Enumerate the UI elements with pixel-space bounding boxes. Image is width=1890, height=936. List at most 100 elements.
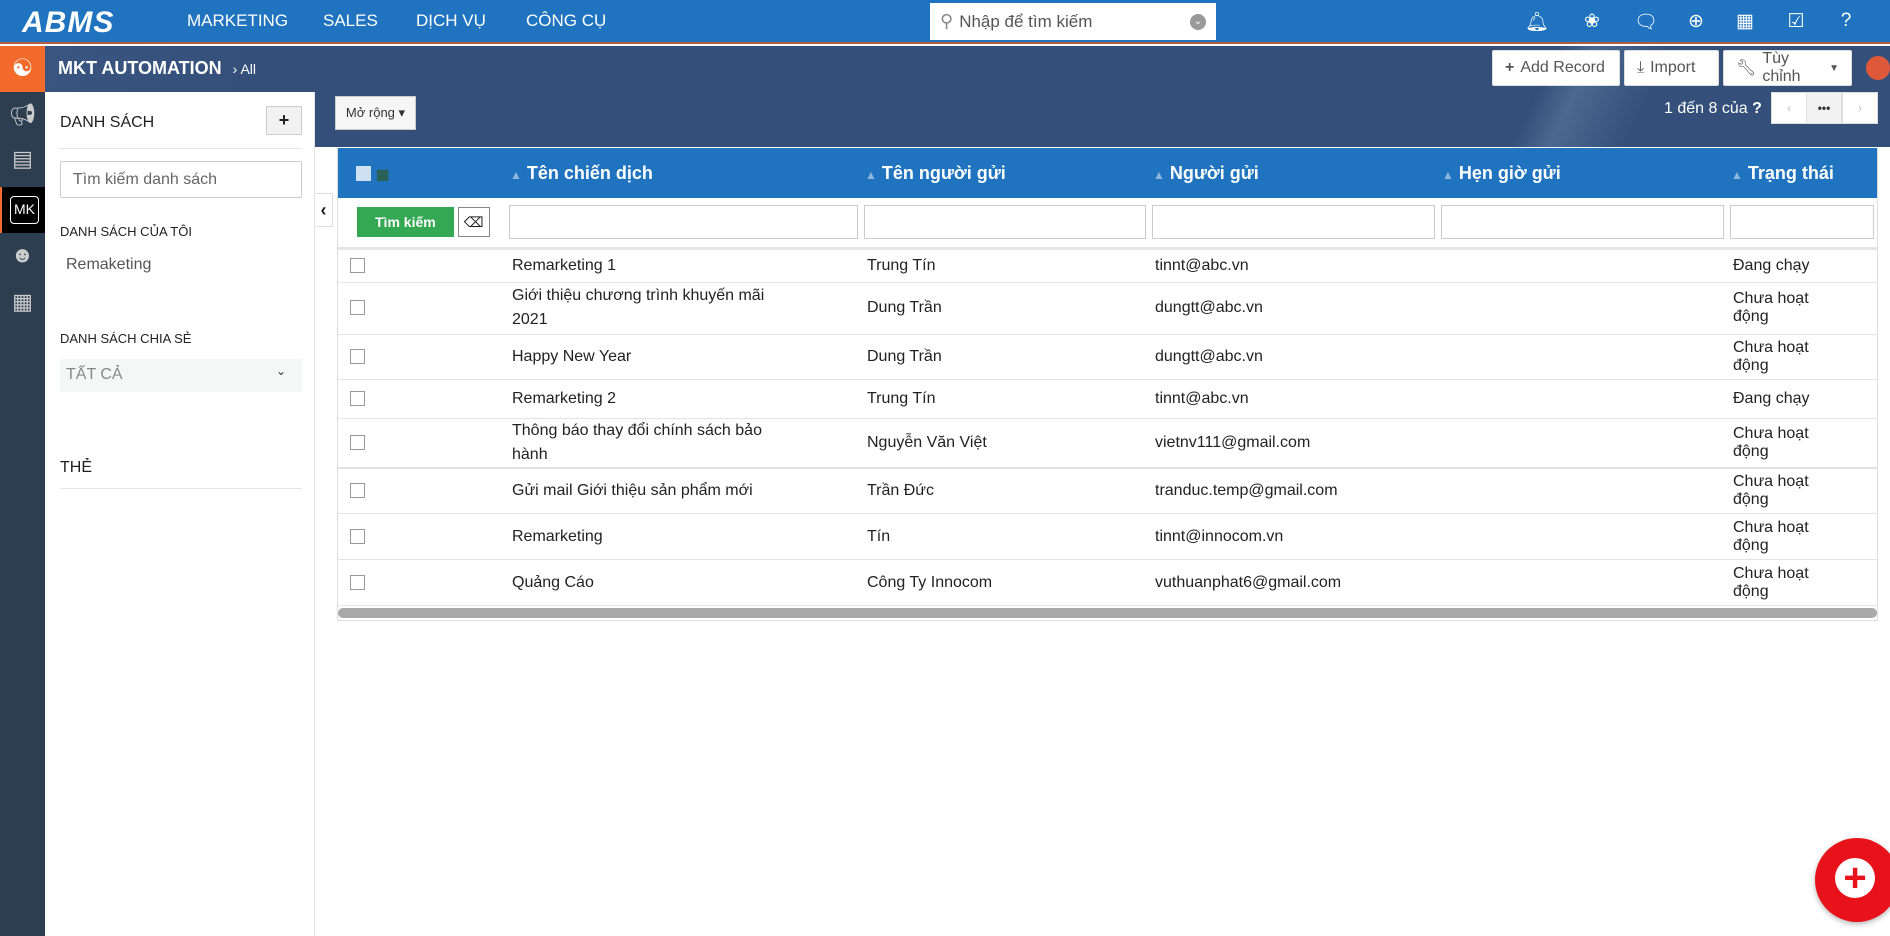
person-icon[interactable]: ☻: [10, 242, 35, 267]
filter-schedule[interactable]: [1441, 205, 1724, 240]
quick-add-button[interactable]: +: [1815, 838, 1890, 922]
status: Chưa hoạt động: [1733, 338, 1809, 374]
status: Chưa hoạt động: [1733, 424, 1809, 460]
sort-icon: ▲︎: [1731, 167, 1743, 182]
filter-status[interactable]: [1730, 205, 1874, 240]
logo[interactable]: ABMS: [22, 6, 115, 39]
customize-label: Tùy chỉnh: [1762, 50, 1801, 85]
row-checkbox[interactable]: [350, 348, 365, 364]
campaign-name[interactable]: Quảng Cáo: [512, 573, 594, 591]
add-record-button[interactable]: + Add Record: [1492, 50, 1620, 86]
campaign-name[interactable]: Happy New Year: [512, 347, 632, 365]
filter-sender-name[interactable]: [864, 205, 1146, 240]
collapse-sidebar-button[interactable]: ‹: [315, 193, 333, 227]
search-icon: ⚲: [940, 11, 954, 31]
total-count-unknown[interactable]: ?: [1752, 100, 1762, 117]
campaign-name[interactable]: Remarketing 1: [512, 256, 617, 274]
table-row[interactable]: Happy New Year Dung Trần dungtt@abc.vn C…: [338, 334, 1877, 379]
my-lists-heading: DANH SÁCH CỦA TÔI: [60, 224, 192, 239]
prev-page-button[interactable]: ‹: [1771, 92, 1807, 124]
plus-circle-icon[interactable]: ⊕: [1688, 11, 1704, 32]
campaign-name[interactable]: Thông báo thay đổi chính sách bảo hành: [512, 421, 762, 463]
nav-cong-cu[interactable]: CÔNG CỤ: [526, 11, 607, 30]
users-icon[interactable]: ☯: [0, 46, 45, 92]
module-title[interactable]: MKT AUTOMATION: [58, 58, 222, 78]
plus-icon: +: [1835, 858, 1875, 898]
nav-marketing[interactable]: MARKETING: [187, 11, 289, 30]
mk-automation-icon[interactable]: MK: [0, 187, 45, 233]
bell-icon[interactable]: 🔔︎: [1525, 12, 1550, 33]
search-input[interactable]: Nhập để tìm kiếm: [959, 11, 1093, 31]
calendar-icon[interactable]: ▦: [1736, 11, 1754, 32]
row-checkbox[interactable]: [350, 257, 365, 273]
column-header-campaign-name[interactable]: ▲︎ Tên chiến dịch: [506, 148, 861, 198]
row-checkbox[interactable]: [350, 300, 365, 316]
plus-icon: +: [1505, 59, 1515, 76]
table-row[interactable]: Giới thiệu chương trình khuyến mãi 2021 …: [338, 282, 1877, 334]
clipboard-icon[interactable]: [1866, 56, 1890, 80]
column-header-sender-name[interactable]: ▲︎ Tên người gửi: [861, 148, 1149, 198]
sender-name: Tín: [867, 527, 891, 545]
sort-icon: ▲︎: [1442, 167, 1454, 182]
customize-button[interactable]: 🔧︎ Tùy chỉnh ▼: [1723, 50, 1852, 86]
campaign-name[interactable]: Remarketing: [512, 527, 603, 545]
column-label: Người gửi: [1169, 162, 1259, 183]
column-header-sender[interactable]: ▲︎ Người gửi: [1149, 148, 1438, 198]
list-search-input[interactable]: Tìm kiếm danh sách: [60, 161, 302, 198]
row-checkbox[interactable]: [350, 390, 365, 406]
sender-email: dungtt@abc.vn: [1155, 299, 1263, 316]
sender-email: dungtt@abc.vn: [1155, 347, 1263, 365]
select-all-checkbox[interactable]: [356, 166, 371, 182]
campaign-name[interactable]: Gửi mail Giới thiệu sản phẩm mới: [512, 481, 753, 499]
sender-email: vietnv111@gmail.com: [1155, 433, 1311, 451]
add-list-button[interactable]: +: [266, 106, 302, 135]
pagination-text: 1 đến 8 của: [1664, 100, 1748, 117]
table-row[interactable]: Remarketing 2 Trung Tín tinnt@abc.vn Đan…: [338, 379, 1877, 418]
table-row[interactable]: Remarketing Tín tinnt@innocom.vn Chưa ho…: [338, 514, 1877, 560]
table-row[interactable]: Remarketing 1 Trung Tín tinnt@abc.vn Đan…: [338, 248, 1877, 282]
add-record-label: Add Record: [1520, 59, 1605, 76]
campaign-name[interactable]: Giới thiệu chương trình khuyến mãi 2021: [512, 287, 765, 328]
page-more-button[interactable]: •••: [1806, 92, 1842, 124]
row-checkbox[interactable]: [350, 434, 365, 450]
help-icon[interactable]: ?: [1840, 10, 1852, 31]
table-row[interactable]: Quảng Cáo Công Ty Innocom vuthuanphat6@g…: [338, 560, 1877, 606]
import-label: Import: [1650, 59, 1696, 76]
filter-campaign-name[interactable]: [509, 205, 858, 240]
horizontal-scrollbar[interactable]: [338, 608, 1877, 618]
breadcrumb-all[interactable]: All: [240, 61, 257, 77]
shared-list-select[interactable]: TẤT CẢ ⌄: [60, 359, 302, 392]
sender-name: Dung Trần: [867, 299, 942, 316]
table-row[interactable]: Gửi mail Giới thiệu sản phẩm mới Trần Đứ…: [338, 467, 1877, 514]
global-search[interactable]: ⚲ Nhập để tìm kiếm ⌄: [930, 3, 1216, 40]
grid-icon[interactable]: ▦: [376, 165, 390, 182]
eraser-icon[interactable]: ⌫: [457, 207, 490, 238]
cubes-icon[interactable]: ❀: [1584, 11, 1600, 32]
nav-sales[interactable]: SALES: [323, 11, 378, 30]
column-label: Tên người gửi: [881, 162, 1006, 183]
row-checkbox[interactable]: [350, 528, 365, 544]
row-checkbox[interactable]: [350, 574, 365, 590]
contact-card-icon[interactable]: ▤: [12, 146, 33, 171]
list-item[interactable]: Remaketing: [66, 256, 152, 273]
filter-sender[interactable]: [1152, 205, 1435, 240]
table-row[interactable]: Thông báo thay đổi chính sách bảo hành N…: [338, 418, 1877, 468]
chat-icon[interactable]: 🗨︎: [1634, 12, 1659, 33]
expand-dropdown[interactable]: Mở rộng ▾: [335, 96, 416, 130]
nav-dich-vu[interactable]: DỊCH VỤ: [416, 11, 486, 30]
checkbox-icon[interactable]: ☑: [1787, 11, 1805, 32]
column-header-schedule[interactable]: ▲︎ Hẹn giờ gửi: [1438, 148, 1727, 198]
megaphone-icon[interactable]: 📢︎: [8, 102, 37, 127]
column-header-status[interactable]: ▲︎ Trạng thái: [1727, 148, 1877, 198]
chevron-down-icon: ⌄: [275, 364, 286, 378]
building-icon[interactable]: ▦: [12, 289, 33, 314]
list-title: DANH SÁCH: [60, 114, 155, 131]
sender-email: tinnt@abc.vn: [1155, 256, 1249, 274]
sender-name: Công Ty Innocom: [867, 573, 993, 591]
row-checkbox[interactable]: [350, 483, 365, 499]
chevron-down-icon[interactable]: ⌄: [1190, 13, 1206, 30]
search-button[interactable]: Tìm kiếm: [357, 207, 454, 238]
campaign-name[interactable]: Remarketing 2: [512, 389, 617, 407]
next-page-button[interactable]: ›: [1842, 92, 1878, 124]
import-button[interactable]: ⤓ Import: [1624, 50, 1719, 86]
